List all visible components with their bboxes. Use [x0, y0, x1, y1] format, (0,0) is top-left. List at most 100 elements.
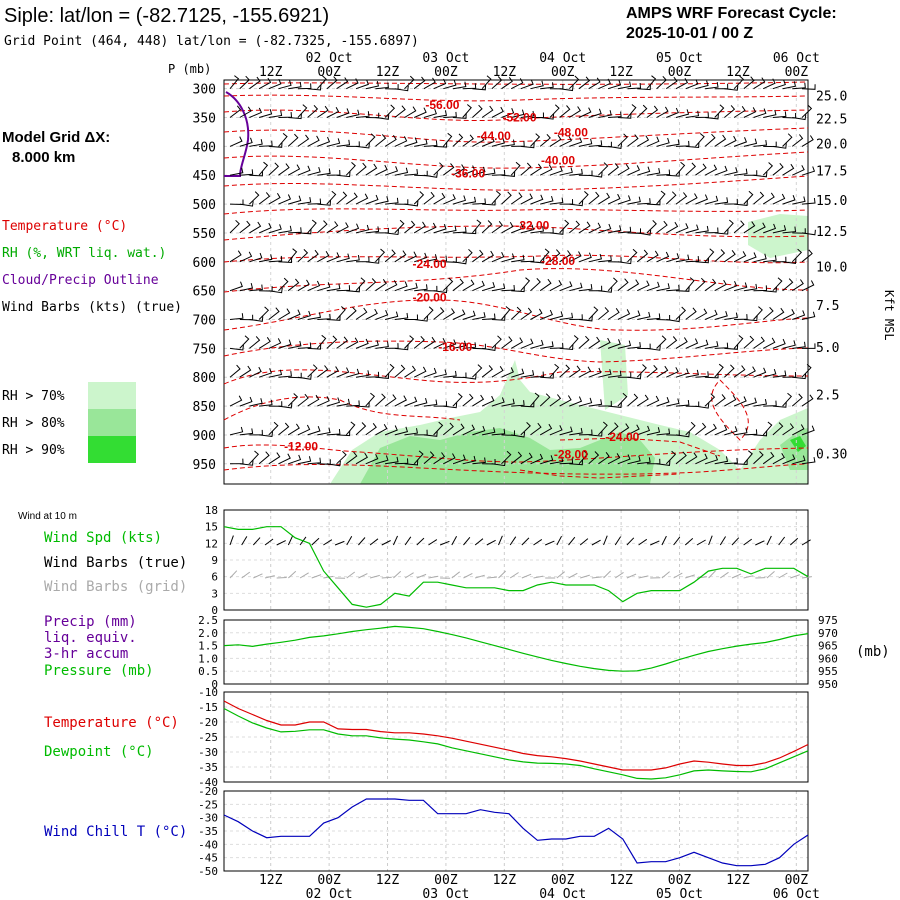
wind-barb — [791, 393, 803, 407]
wind-barb — [394, 136, 408, 147]
wind-barb — [608, 256, 622, 263]
wind-barb — [530, 453, 544, 465]
wind-barb — [782, 258, 797, 264]
grid-wind-barb — [253, 573, 263, 579]
wind-barb — [258, 368, 273, 378]
wind-barb — [607, 79, 622, 90]
kft-tick-label: 17.5 — [816, 165, 847, 180]
surface-wind-barb — [801, 539, 811, 546]
wind-barb — [443, 163, 455, 176]
wind-barb — [530, 80, 544, 90]
surface-wind-barb — [766, 535, 772, 546]
wind-barb — [724, 85, 739, 91]
wind-barb — [355, 401, 370, 408]
top-time-tick: 12Z — [376, 65, 400, 80]
cloud-outline — [224, 91, 250, 177]
wind-barb — [782, 195, 796, 205]
wind-barb — [714, 424, 728, 436]
wind-barb — [743, 429, 758, 436]
wind-barb — [472, 219, 482, 234]
grid-wind-barb — [626, 573, 637, 579]
grid-wind-barb — [229, 570, 238, 579]
wind-barb — [520, 370, 535, 378]
wind-barb — [491, 106, 504, 118]
wind-barb — [297, 249, 309, 263]
wind-barb — [462, 374, 477, 380]
temperature-contour — [223, 127, 809, 143]
wind-barb — [297, 104, 308, 118]
wind-barb — [753, 191, 765, 205]
wind-barb — [598, 369, 612, 378]
wind-barb — [346, 400, 360, 407]
wind-barb — [588, 77, 601, 90]
wind-barb — [317, 250, 330, 263]
wind-barb — [627, 310, 641, 320]
wind-barb — [598, 400, 612, 407]
wind-barb — [733, 220, 745, 234]
wind-barb — [336, 398, 350, 407]
wind-barb — [462, 165, 476, 176]
grid-wind-barb — [603, 570, 612, 579]
temperature-contour-label: -36.00 — [451, 166, 485, 180]
wind-barb — [278, 339, 292, 349]
wind-barb — [734, 427, 748, 436]
wind-barb — [617, 258, 632, 265]
wind-barb — [704, 164, 718, 176]
wind-barb — [239, 365, 252, 378]
wind-barb — [472, 84, 487, 91]
grid-wind-barb — [556, 571, 565, 579]
wind-barb — [772, 370, 787, 378]
wind-barb — [656, 106, 669, 118]
precip-label: Precip (mm) — [44, 614, 137, 630]
wind-barb — [365, 308, 378, 320]
wind-barb — [598, 192, 611, 205]
kft-tick-label: 12.5 — [816, 225, 847, 240]
temperature-contour — [223, 268, 809, 293]
wind-barb — [375, 279, 387, 292]
temperature-contour-label: -56.00 — [425, 98, 459, 112]
wind-barb — [540, 227, 554, 234]
wind-barb — [365, 226, 380, 234]
temperature-contour-label: -48.00 — [554, 125, 588, 139]
wind-barb — [714, 229, 729, 235]
wind-barb — [365, 258, 380, 264]
rh-shading-region — [360, 428, 655, 484]
wind-barb — [249, 191, 260, 205]
wind-barb — [724, 457, 738, 465]
wind-barb — [782, 81, 797, 90]
wind-barb — [559, 395, 572, 407]
surface-wind-barb — [743, 538, 753, 546]
wind-barb — [578, 450, 589, 465]
wind-barb — [413, 450, 424, 465]
wind-barb — [491, 428, 506, 436]
wind-barb — [598, 307, 610, 320]
wind-barb — [355, 452, 368, 465]
surface-wind-barb — [638, 538, 648, 546]
pressure-tick-label: 750 — [193, 342, 216, 357]
wind-barb — [297, 456, 312, 465]
wind-barb — [646, 345, 661, 351]
wind-barb — [501, 171, 516, 177]
wind-barb — [229, 75, 240, 90]
wind-barb — [530, 371, 545, 378]
wind-barb — [666, 221, 679, 234]
wind-barb — [588, 172, 603, 178]
grid-wind-barb — [241, 571, 251, 579]
wind-barb — [802, 343, 816, 349]
wind-barb — [414, 284, 428, 292]
wind-barb — [539, 278, 552, 292]
surface-wind-barb — [614, 536, 622, 546]
panel-frame — [223, 509, 809, 611]
panel-y-tick: -15 — [198, 701, 218, 714]
wind-grid-label: Wind Barbs (grid) — [44, 579, 187, 595]
wind-barb — [345, 421, 356, 436]
wind-barb — [413, 107, 427, 118]
grid-wind-barb — [580, 574, 590, 579]
wind-barb — [239, 428, 254, 436]
kft-tick-label: 10.0 — [816, 260, 847, 275]
wind-barb — [336, 367, 350, 378]
wind-barb — [646, 250, 659, 263]
temperature-contour — [223, 109, 809, 121]
wind-barb — [452, 278, 464, 292]
wind-barb — [578, 76, 591, 90]
